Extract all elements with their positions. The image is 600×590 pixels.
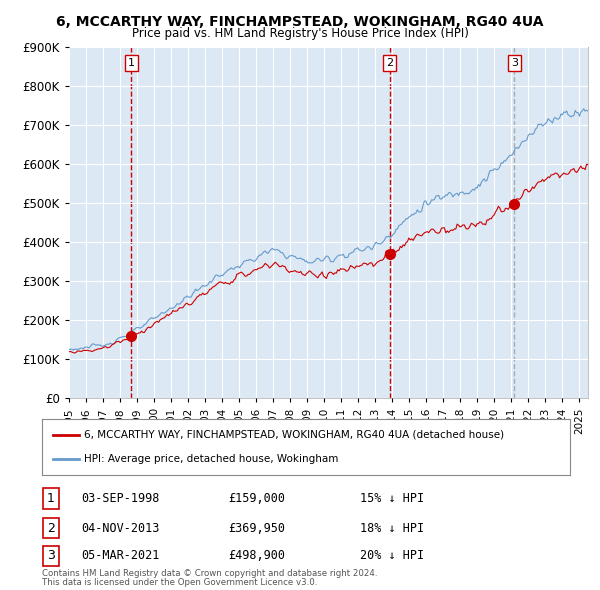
Text: £498,900: £498,900 [228, 549, 285, 562]
Text: 05-MAR-2021: 05-MAR-2021 [81, 549, 160, 562]
Text: 2: 2 [47, 522, 55, 535]
Text: 6, MCCARTHY WAY, FINCHAMPSTEAD, WOKINGHAM, RG40 4UA: 6, MCCARTHY WAY, FINCHAMPSTEAD, WOKINGHA… [56, 15, 544, 29]
Text: 04-NOV-2013: 04-NOV-2013 [81, 522, 160, 535]
Text: 18% ↓ HPI: 18% ↓ HPI [360, 522, 424, 535]
Text: 1: 1 [47, 492, 55, 505]
Text: 2: 2 [386, 58, 393, 68]
Text: 6, MCCARTHY WAY, FINCHAMPSTEAD, WOKINGHAM, RG40 4UA (detached house): 6, MCCARTHY WAY, FINCHAMPSTEAD, WOKINGHA… [84, 430, 505, 440]
Text: 1: 1 [128, 58, 135, 68]
Text: 3: 3 [511, 58, 518, 68]
Text: 03-SEP-1998: 03-SEP-1998 [81, 492, 160, 505]
Text: £159,000: £159,000 [228, 492, 285, 505]
Text: 3: 3 [47, 549, 55, 562]
Text: £369,950: £369,950 [228, 522, 285, 535]
Text: Price paid vs. HM Land Registry's House Price Index (HPI): Price paid vs. HM Land Registry's House … [131, 27, 469, 40]
Text: Contains HM Land Registry data © Crown copyright and database right 2024.: Contains HM Land Registry data © Crown c… [42, 569, 377, 578]
Text: 20% ↓ HPI: 20% ↓ HPI [360, 549, 424, 562]
Text: HPI: Average price, detached house, Wokingham: HPI: Average price, detached house, Woki… [84, 454, 338, 464]
Text: 15% ↓ HPI: 15% ↓ HPI [360, 492, 424, 505]
Text: This data is licensed under the Open Government Licence v3.0.: This data is licensed under the Open Gov… [42, 578, 317, 587]
